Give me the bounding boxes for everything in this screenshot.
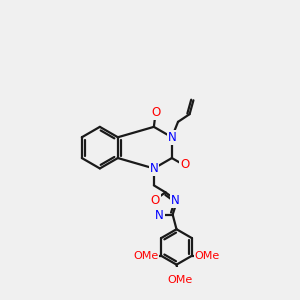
Text: N: N: [167, 131, 176, 144]
Text: N: N: [149, 162, 158, 175]
Text: O: O: [180, 158, 189, 172]
Text: O: O: [151, 194, 160, 207]
Text: N: N: [155, 209, 164, 222]
Text: OMe: OMe: [167, 275, 192, 285]
Text: OMe: OMe: [195, 251, 220, 261]
Text: OMe: OMe: [133, 251, 158, 261]
Text: O: O: [151, 106, 160, 119]
Text: N: N: [171, 194, 180, 207]
